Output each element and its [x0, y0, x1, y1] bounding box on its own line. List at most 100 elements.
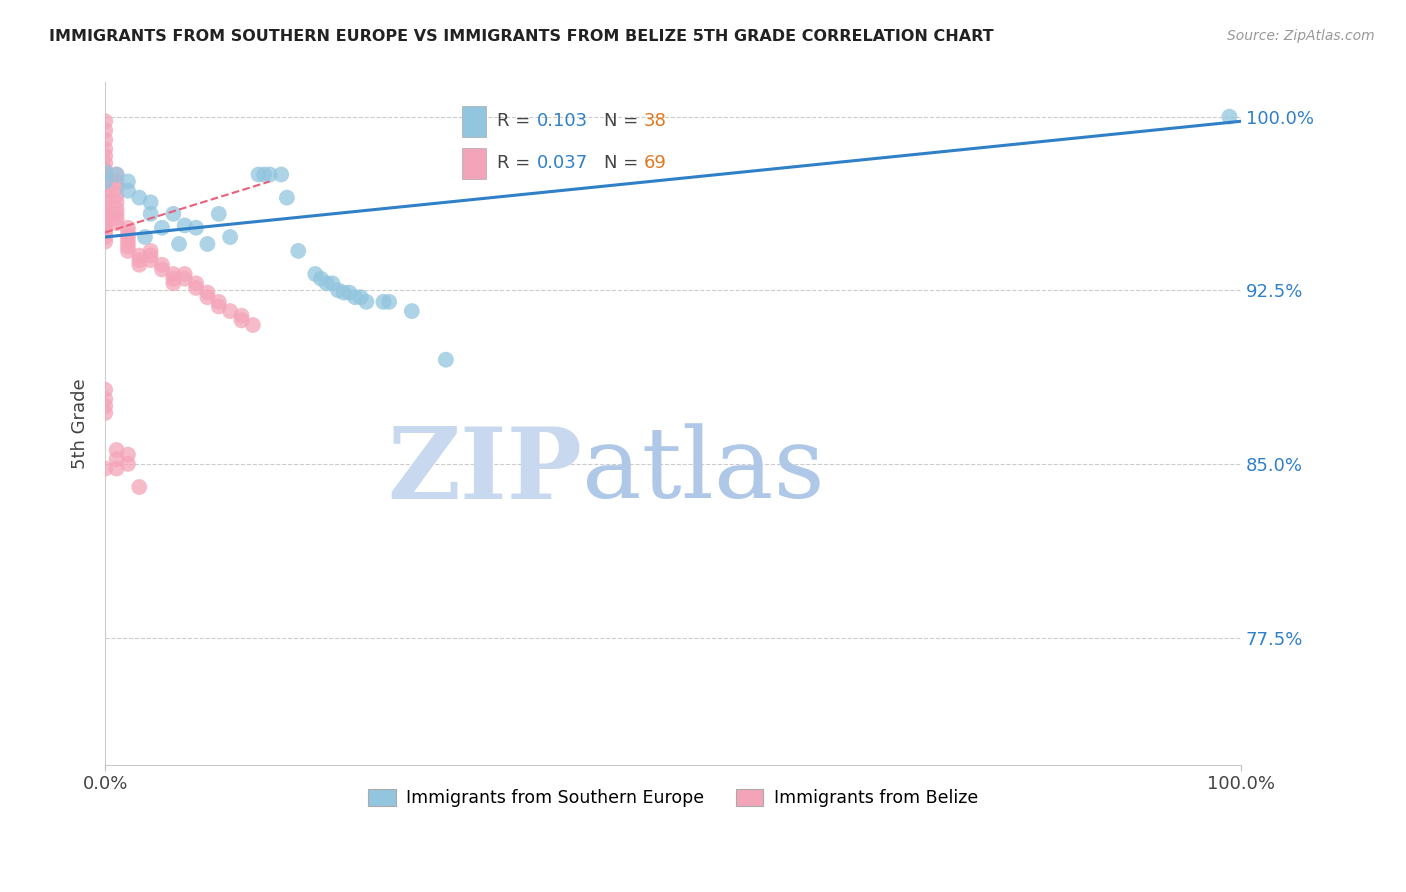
Point	[197, 285, 219, 300]
Point	[197, 290, 219, 304]
Point	[270, 168, 292, 182]
Point	[173, 271, 195, 285]
Point	[139, 244, 162, 258]
Point	[94, 133, 117, 147]
Point	[117, 244, 139, 258]
Point	[94, 184, 117, 198]
Point	[150, 262, 173, 277]
Point	[276, 191, 298, 205]
Point	[134, 230, 156, 244]
Point	[373, 294, 395, 309]
Point	[94, 216, 117, 230]
Point	[208, 207, 231, 221]
Point	[94, 406, 117, 420]
Point	[94, 142, 117, 156]
Point	[434, 352, 457, 367]
Point	[105, 442, 128, 457]
Point	[117, 448, 139, 462]
Point	[94, 162, 117, 177]
Point	[94, 169, 117, 184]
Point	[150, 220, 173, 235]
Point	[94, 149, 117, 163]
Point	[401, 304, 423, 318]
Point	[105, 188, 128, 202]
Point	[356, 294, 378, 309]
Point	[94, 226, 117, 240]
Point	[247, 168, 270, 182]
Point	[287, 244, 309, 258]
Point	[94, 123, 117, 137]
Point	[344, 290, 367, 304]
Point	[105, 207, 128, 221]
Point	[242, 318, 264, 332]
Point	[94, 207, 117, 221]
Legend: Immigrants from Southern Europe, Immigrants from Belize: Immigrants from Southern Europe, Immigra…	[361, 782, 986, 814]
Point	[117, 220, 139, 235]
Point	[94, 174, 117, 188]
Point	[309, 271, 332, 285]
Point	[139, 207, 162, 221]
Point	[332, 285, 354, 300]
Point	[105, 202, 128, 217]
Point	[128, 258, 150, 272]
Point	[326, 283, 349, 297]
Point	[94, 165, 117, 179]
Point	[128, 248, 150, 262]
Point	[94, 399, 117, 413]
Point	[231, 313, 253, 327]
Point	[162, 207, 184, 221]
Y-axis label: 5th Grade: 5th Grade	[72, 378, 89, 468]
Point	[94, 461, 117, 475]
Point	[117, 174, 139, 188]
Point	[208, 300, 231, 314]
Point	[105, 195, 128, 210]
Point	[167, 236, 190, 251]
Point	[378, 294, 401, 309]
Point	[184, 220, 207, 235]
Point	[94, 202, 117, 217]
Point	[105, 461, 128, 475]
Point	[94, 114, 117, 128]
Point	[350, 290, 373, 304]
Point	[128, 191, 150, 205]
Point	[105, 174, 128, 188]
Point	[219, 304, 242, 318]
Point	[1218, 110, 1240, 124]
Point	[94, 195, 117, 210]
Point	[117, 230, 139, 244]
Point	[94, 156, 117, 170]
Point	[94, 211, 117, 226]
Point	[94, 220, 117, 235]
Point	[105, 181, 128, 195]
Text: ZIP: ZIP	[387, 423, 582, 520]
Point	[259, 168, 281, 182]
Point	[105, 452, 128, 467]
Point	[105, 211, 128, 226]
Point	[94, 177, 117, 191]
Point	[231, 309, 253, 323]
Point	[94, 235, 117, 249]
Point	[162, 267, 184, 281]
Point	[253, 168, 276, 182]
Point	[94, 191, 117, 205]
Point	[173, 219, 195, 233]
Point	[94, 392, 117, 406]
Point	[117, 239, 139, 253]
Point	[321, 277, 343, 291]
Point	[173, 267, 195, 281]
Point	[184, 281, 207, 295]
Point	[94, 383, 117, 397]
Point	[184, 277, 207, 291]
Point	[117, 457, 139, 471]
Point	[105, 216, 128, 230]
Point	[128, 253, 150, 268]
Point	[94, 230, 117, 244]
Point	[128, 480, 150, 494]
Text: Source: ZipAtlas.com: Source: ZipAtlas.com	[1227, 29, 1375, 43]
Point	[105, 168, 128, 182]
Point	[162, 271, 184, 285]
Point	[139, 253, 162, 268]
Point	[105, 168, 128, 182]
Text: atlas: atlas	[582, 424, 825, 519]
Point	[337, 285, 360, 300]
